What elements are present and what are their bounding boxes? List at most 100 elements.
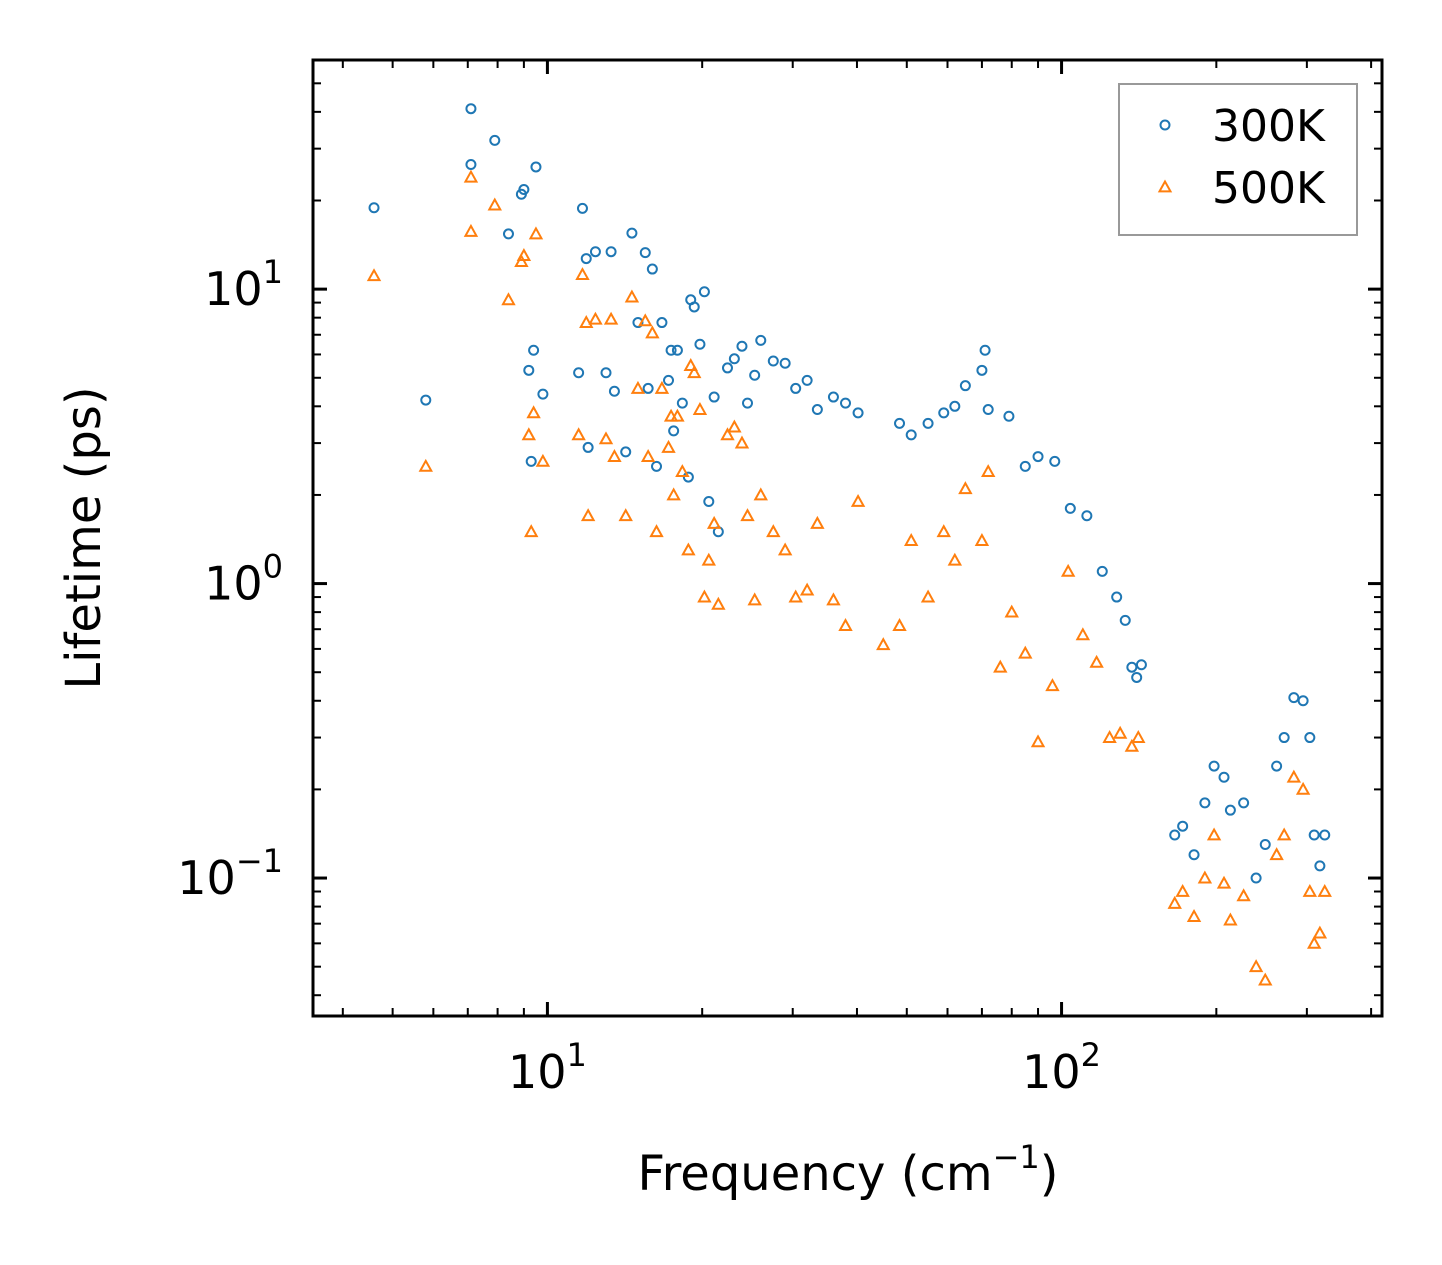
data-point bbox=[576, 202, 588, 214]
x-axis-label: Frequency (cm−1) bbox=[637, 1138, 1058, 1202]
data-point bbox=[1032, 451, 1044, 463]
data-point bbox=[1096, 565, 1108, 577]
data-point bbox=[1269, 847, 1284, 861]
data-point bbox=[1224, 804, 1236, 816]
data-point bbox=[703, 496, 715, 508]
data-point bbox=[632, 317, 644, 329]
data-point bbox=[600, 367, 612, 379]
data-point bbox=[827, 391, 839, 403]
data-point bbox=[1216, 875, 1232, 889]
data-point bbox=[894, 417, 906, 429]
data-point bbox=[1218, 771, 1230, 783]
data-point bbox=[810, 515, 825, 529]
data-point bbox=[656, 317, 668, 329]
data-point bbox=[523, 364, 535, 376]
data-point bbox=[649, 524, 664, 538]
legend-frame bbox=[1118, 83, 1358, 236]
plot-area bbox=[311, 58, 1384, 1018]
data-point bbox=[607, 449, 622, 462]
data-point bbox=[1248, 959, 1264, 973]
data-point bbox=[720, 427, 735, 441]
data-point bbox=[368, 202, 380, 214]
data-point bbox=[665, 344, 677, 356]
data-point bbox=[1276, 827, 1292, 841]
data-point bbox=[589, 246, 601, 258]
data-point bbox=[681, 542, 696, 556]
data-point bbox=[790, 382, 802, 394]
data-point bbox=[958, 481, 973, 495]
data-point bbox=[694, 338, 706, 350]
data-point bbox=[1308, 829, 1320, 841]
data-point bbox=[514, 254, 529, 268]
data-point bbox=[640, 449, 656, 462]
data-point bbox=[920, 589, 936, 603]
data-point bbox=[530, 161, 542, 173]
data-points bbox=[366, 103, 1332, 986]
data-point bbox=[516, 248, 532, 261]
data-point bbox=[692, 401, 708, 415]
data-point bbox=[463, 169, 479, 183]
data-point bbox=[1111, 591, 1123, 603]
data-point bbox=[1030, 734, 1046, 748]
data-point bbox=[668, 425, 680, 437]
data-point bbox=[1167, 895, 1182, 909]
data-point bbox=[1297, 695, 1309, 707]
data-point bbox=[1131, 729, 1146, 743]
data-point bbox=[1317, 883, 1332, 897]
data-point bbox=[1312, 925, 1328, 939]
data-point bbox=[620, 446, 632, 458]
y-tick-labels: 101 100 10−1 bbox=[177, 253, 283, 905]
data-point bbox=[1124, 738, 1140, 752]
data-point bbox=[1271, 760, 1283, 772]
data-point bbox=[675, 464, 690, 478]
data-point bbox=[922, 417, 934, 429]
data-point bbox=[976, 364, 988, 376]
data-point bbox=[1306, 935, 1322, 949]
series-500K bbox=[366, 169, 1332, 986]
data-point bbox=[524, 524, 539, 538]
data-point bbox=[1186, 908, 1202, 922]
data-point bbox=[1019, 460, 1031, 472]
y-tick-label: 100 bbox=[204, 548, 283, 611]
data-point bbox=[605, 246, 617, 258]
data-point bbox=[420, 394, 432, 406]
data-point bbox=[936, 524, 951, 538]
data-point bbox=[706, 515, 722, 529]
data-point bbox=[734, 435, 750, 449]
data-point bbox=[840, 397, 852, 409]
data-point bbox=[777, 542, 793, 556]
data-point bbox=[579, 314, 594, 328]
data-point bbox=[1250, 872, 1262, 884]
data-point bbox=[489, 134, 501, 146]
data-point bbox=[645, 325, 660, 339]
data-point bbox=[671, 344, 683, 356]
data-point bbox=[1208, 760, 1220, 772]
legend-marker-300K bbox=[1159, 119, 1171, 131]
data-point bbox=[573, 367, 585, 379]
data-point bbox=[753, 487, 768, 501]
legend-label: 300K bbox=[1212, 101, 1326, 152]
data-point bbox=[624, 289, 640, 303]
data-point bbox=[639, 247, 651, 259]
data-point bbox=[1199, 797, 1211, 809]
data-point bbox=[418, 458, 433, 472]
data-point bbox=[580, 253, 592, 265]
data-point bbox=[852, 407, 864, 419]
data-point bbox=[666, 487, 681, 501]
data-point bbox=[487, 197, 502, 211]
data-point bbox=[1075, 627, 1091, 641]
data-point bbox=[1188, 849, 1200, 861]
y-axis-label: Lifetime (ps) bbox=[56, 386, 112, 689]
data-point bbox=[638, 313, 653, 327]
data-point bbox=[1135, 659, 1147, 671]
data-point bbox=[826, 592, 841, 606]
data-point bbox=[688, 301, 700, 313]
data-point bbox=[938, 407, 950, 419]
data-point bbox=[1131, 671, 1143, 683]
data-point bbox=[1304, 732, 1316, 744]
plot-frame bbox=[311, 58, 1384, 1018]
data-point bbox=[571, 427, 586, 441]
data-point bbox=[959, 380, 971, 392]
data-point bbox=[526, 405, 541, 419]
